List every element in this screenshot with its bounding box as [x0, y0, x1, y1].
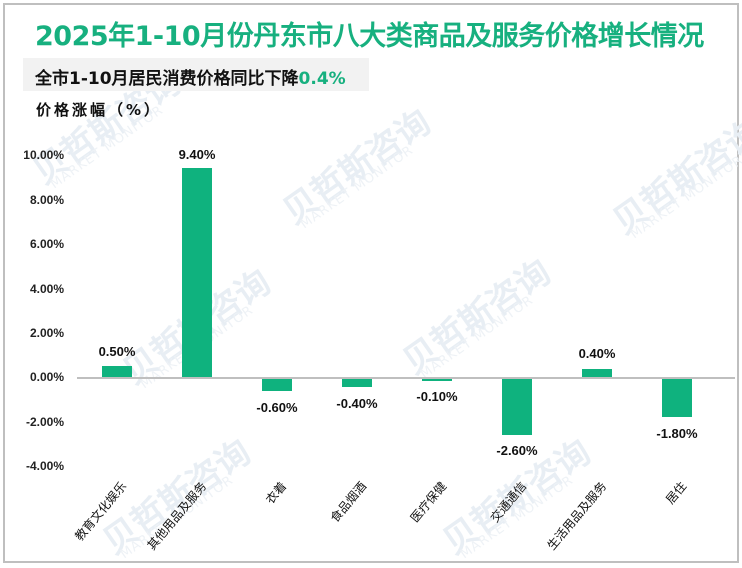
data-label: -2.60% — [496, 443, 538, 458]
y-tick: 10.00% — [23, 148, 64, 162]
data-label: -1.80% — [656, 426, 698, 441]
bar — [502, 379, 532, 435]
bar — [662, 379, 692, 417]
bar — [422, 379, 452, 381]
chart-title: 2025年1-10月份丹东市八大类商品及服务价格增长情况 — [35, 21, 704, 52]
y-axis-title: 价格涨幅（%） — [36, 101, 163, 119]
y-tick: -4.00% — [25, 459, 64, 473]
bar — [582, 369, 612, 377]
subtitle-text: 全市1-10月居民消费价格同比下降0.4% — [35, 64, 346, 89]
data-label: -0.10% — [416, 389, 458, 404]
y-tick: 8.00% — [29, 193, 64, 207]
bar — [262, 379, 292, 391]
y-tick: 2.00% — [29, 326, 64, 340]
y-tick: 4.00% — [29, 282, 64, 296]
data-label: -0.40% — [336, 396, 378, 411]
data-label: 9.40% — [178, 147, 216, 162]
y-tick: 6.00% — [29, 237, 64, 251]
y-tick: -2.00% — [25, 415, 64, 429]
bar — [102, 366, 132, 377]
subtitle-prefix: 全市1-10月居民消费价格同比下降 — [35, 69, 299, 89]
subtitle-box: 全市1-10月居民消费价格同比下降0.4% — [23, 58, 369, 91]
data-label: -0.60% — [256, 400, 298, 415]
zero-axis-line — [77, 377, 735, 379]
data-label: 0.50% — [98, 344, 136, 359]
y-tick: 0.00% — [29, 370, 64, 384]
bar — [342, 379, 372, 387]
chart-frame — [3, 3, 739, 563]
data-label: 0.40% — [578, 346, 616, 361]
bar — [182, 168, 212, 377]
subtitle-value: 0.4% — [298, 69, 346, 89]
